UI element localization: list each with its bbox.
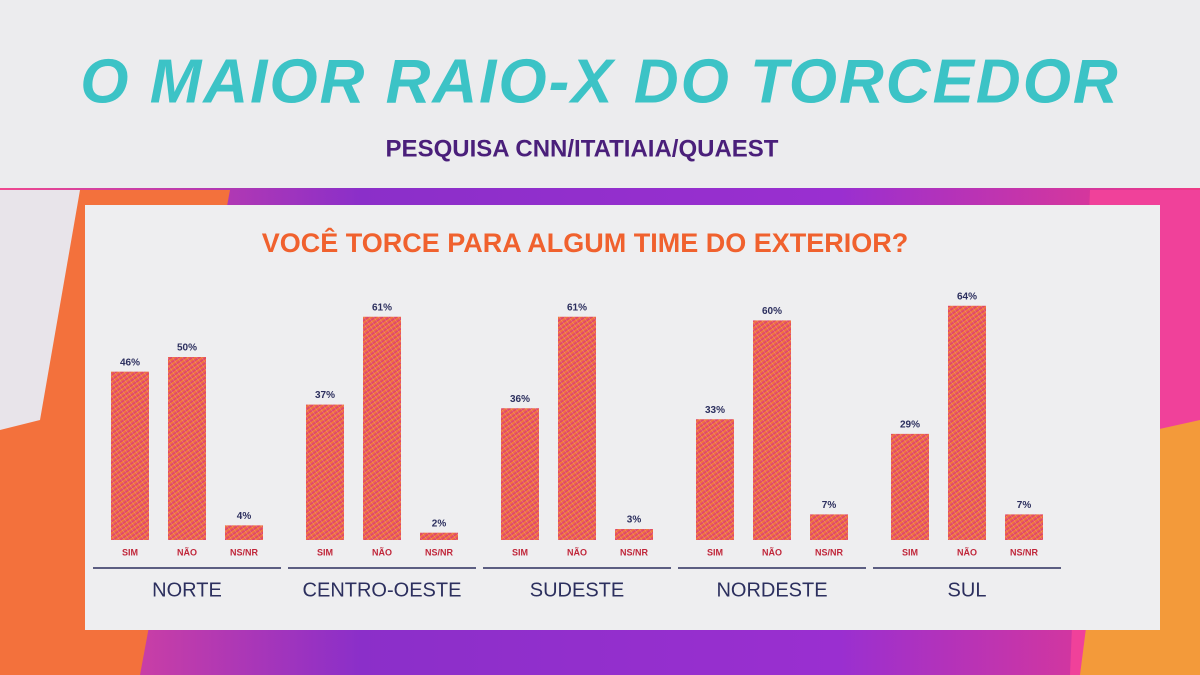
value-label: 7% xyxy=(822,500,837,511)
value-label: 7% xyxy=(1017,500,1032,511)
value-label: 50% xyxy=(177,343,197,354)
bar xyxy=(891,433,929,540)
bar xyxy=(696,419,734,540)
bar-category-label: NS/NR xyxy=(230,547,259,557)
chart-title: VOCÊ TORCE PARA ALGUM TIME DO EXTERIOR? xyxy=(262,227,909,258)
bar xyxy=(1005,514,1043,540)
bar xyxy=(363,316,401,540)
bar xyxy=(306,404,344,540)
page-subtitle: PESQUISA CNN/ITATIAIA/QUAEST xyxy=(386,135,779,162)
bar-category-label: NS/NR xyxy=(425,547,454,557)
region-label: NORDESTE xyxy=(716,579,827,601)
bar-category-label: NÃO xyxy=(177,547,197,557)
value-label: 4% xyxy=(237,511,252,522)
bar-category-label: NÃO xyxy=(567,547,587,557)
bar-category-label: SIM xyxy=(707,547,723,557)
bar-category-label: NÃO xyxy=(372,547,392,557)
bar xyxy=(225,525,263,540)
region-label: SUDESTE xyxy=(530,579,624,601)
region-label: CENTRO-OESTE xyxy=(303,579,462,601)
bar xyxy=(615,529,653,540)
bar xyxy=(111,371,149,540)
page-title: O MAIOR RAIO-X DO TORCEDOR xyxy=(80,47,1119,116)
region-label: SUL xyxy=(948,579,987,601)
panel xyxy=(85,205,1160,630)
bg-shape xyxy=(0,190,80,430)
bar-category-label: NÃO xyxy=(762,547,782,557)
bar xyxy=(753,320,791,540)
value-label: 64% xyxy=(957,291,977,302)
bar xyxy=(168,357,206,540)
region-label: NORTE xyxy=(152,579,222,601)
value-label: 60% xyxy=(762,306,782,317)
bar-category-label: SIM xyxy=(122,547,138,557)
bar xyxy=(501,408,539,540)
value-label: 33% xyxy=(705,405,725,416)
value-label: 61% xyxy=(567,302,587,313)
bar-category-label: NS/NR xyxy=(1010,547,1039,557)
value-label: 61% xyxy=(372,302,392,313)
bar-category-label: NS/NR xyxy=(620,547,649,557)
header-band xyxy=(0,0,1200,188)
value-label: 46% xyxy=(120,357,140,368)
bar-category-label: NS/NR xyxy=(815,547,844,557)
value-label: 2% xyxy=(432,518,447,529)
bar-category-label: SIM xyxy=(512,547,528,557)
value-label: 37% xyxy=(315,390,335,401)
value-label: 36% xyxy=(510,394,530,405)
bar-category-label: SIM xyxy=(317,547,333,557)
bar-category-label: SIM xyxy=(902,547,918,557)
bar xyxy=(948,305,986,540)
bar xyxy=(558,316,596,540)
value-label: 3% xyxy=(627,515,642,526)
bar xyxy=(810,514,848,540)
bar xyxy=(420,532,458,540)
bar-category-label: NÃO xyxy=(957,547,977,557)
value-label: 29% xyxy=(900,420,920,431)
